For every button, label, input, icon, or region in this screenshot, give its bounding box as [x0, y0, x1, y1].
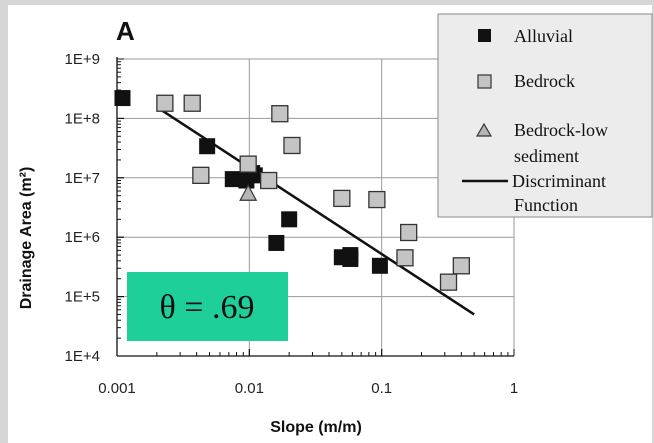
alluvial-point-10 [342, 247, 359, 264]
alluvial-point-1 [199, 138, 216, 155]
alluvial-point-7 [281, 211, 298, 228]
y-tick-label-0: 1E+4 [65, 348, 100, 365]
theta-annotation: θ = .69 [127, 272, 288, 341]
bedrock-point-0 [156, 94, 174, 112]
alluvial-point-11 [371, 257, 388, 274]
legend-bedrock-label: Bedrock [514, 71, 575, 91]
bedrock-point-12 [452, 257, 470, 275]
x-tick-label-1: 0.01 [235, 380, 264, 397]
theta-label: θ = .69 [160, 289, 255, 326]
legend-discriminant-label-line2: Function [514, 195, 578, 215]
x-tick-label-2: 0.1 [371, 380, 392, 397]
panel-letter: A [116, 16, 135, 46]
bedrock-point-8 [368, 190, 386, 209]
y-tick-label-4: 1E+8 [65, 110, 100, 127]
alluvial-point-0 [114, 90, 131, 107]
bedrock-point-3 [239, 155, 257, 173]
x-tick-label-3: 1 [510, 380, 518, 397]
legend-alluvial-marker [478, 29, 491, 42]
alluvial-point-6 [268, 234, 285, 251]
legend: Alluvial Bedrock Bedrock-low sediment Di… [437, 13, 653, 218]
y-tick-label-2: 1E+6 [65, 229, 100, 246]
alluvial-point-2 [224, 171, 241, 188]
y-tick-label-3: 1E+7 [65, 170, 100, 187]
theta-box [127, 272, 288, 341]
bedrock-point-7 [333, 189, 351, 208]
axes [116, 57, 515, 357]
y-tick-label-5: 1E+9 [65, 51, 100, 68]
legend-bedrock-low-marker [475, 122, 493, 137]
legend-bedrock-low-label: Bedrock-low [514, 120, 608, 140]
data-points [114, 90, 470, 291]
bedrock-point-11 [439, 273, 458, 291]
y-tick-labels: 1E+4 1E+5 1E+6 1E+7 1E+8 1E+9 [65, 51, 100, 365]
bedrock-point-5 [271, 105, 289, 123]
legend-bedrock-marker [477, 74, 492, 89]
y-tick-label-1: 1E+5 [65, 289, 100, 306]
bedrock-point-10 [396, 249, 414, 267]
bedrock-point-6 [283, 136, 301, 155]
bedrock-point-9 [400, 223, 418, 242]
legend-alluvial-label: Alluvial [514, 26, 573, 46]
bedrock-point-2 [192, 166, 210, 184]
legend-discriminant-label: Discriminant [512, 171, 606, 191]
bedrock-point-1 [183, 94, 201, 112]
bedrock-low-point-0 [239, 183, 258, 201]
x-tick-label-0: 0.001 [98, 380, 136, 397]
y-axis-label: Drainage Area (m²) [18, 167, 35, 310]
bedrock-point-4 [260, 171, 278, 190]
x-tick-labels: 0.001 0.01 0.1 1 [98, 380, 518, 397]
legend-bedrock-low-label-line2: sediment [514, 146, 579, 166]
x-axis-label: Slope (m/m) [270, 419, 362, 436]
